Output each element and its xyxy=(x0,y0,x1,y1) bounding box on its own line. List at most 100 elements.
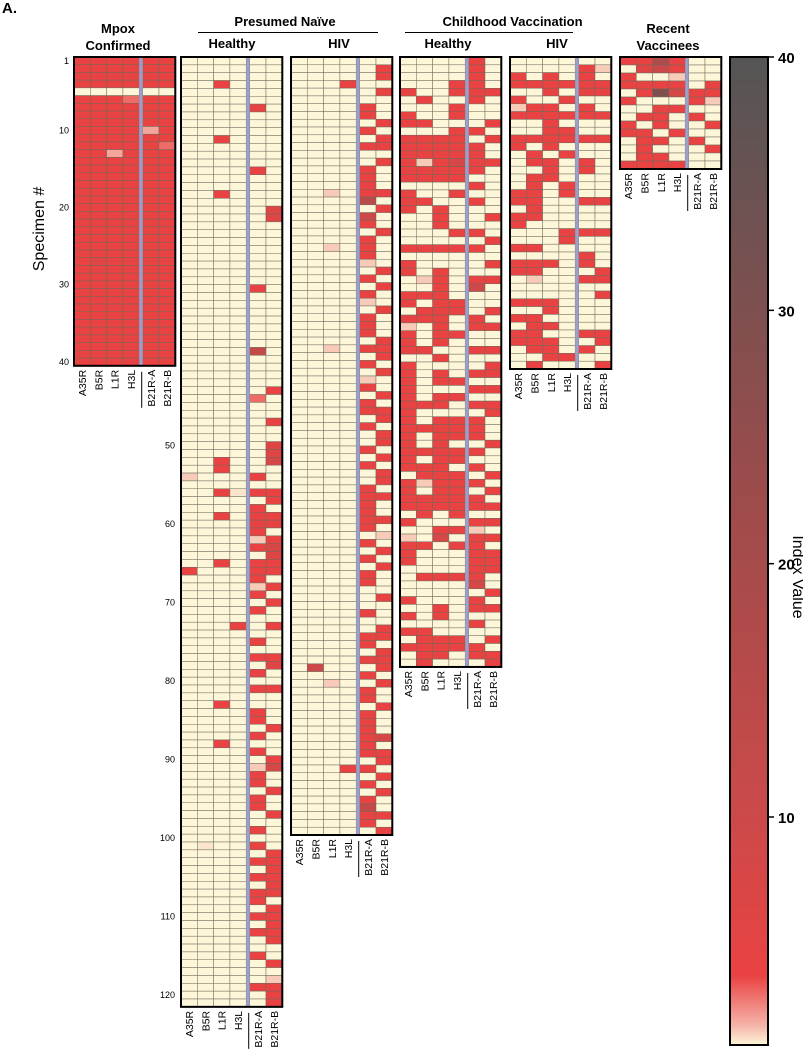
heatmap-cell xyxy=(594,251,612,261)
heatmap-cell xyxy=(142,334,160,343)
heatmap-cell xyxy=(265,64,283,73)
heatmap-cell xyxy=(578,290,596,300)
heatmap-cell xyxy=(307,64,324,73)
heatmap-cell xyxy=(180,943,198,953)
column-separator xyxy=(685,57,689,169)
heatmap-cell xyxy=(432,604,450,613)
heatmap-cell xyxy=(197,983,214,992)
heatmap-cell xyxy=(558,243,576,253)
heatmap-cell xyxy=(339,601,357,610)
heatmap-cell xyxy=(290,336,308,346)
x-tick-label: H3L xyxy=(672,173,684,192)
heatmap-cell xyxy=(290,142,308,151)
heatmap-cell xyxy=(142,157,160,166)
heatmap-cell xyxy=(249,386,267,395)
heatmap-cell xyxy=(90,218,107,228)
heatmap-cell xyxy=(307,663,324,672)
heatmap-cell xyxy=(106,249,124,258)
heatmap-cell xyxy=(122,249,140,258)
heatmap-cell xyxy=(213,464,231,474)
heatmap-cell xyxy=(122,149,140,158)
heatmap-cell xyxy=(688,72,706,82)
heatmap-cell xyxy=(375,648,393,657)
heatmap-cell xyxy=(249,535,267,544)
heatmap-cell xyxy=(688,112,706,122)
heatmap-cell xyxy=(290,72,308,81)
heatmap-cell xyxy=(290,375,308,385)
heatmap-cell xyxy=(375,562,393,571)
heatmap-cell xyxy=(484,95,502,105)
heatmap-cell xyxy=(359,562,377,571)
heatmap-cell xyxy=(197,920,214,929)
x-tick-label: B21R-B xyxy=(488,671,500,708)
heatmap-cell xyxy=(180,763,198,772)
heatmap-cell xyxy=(484,306,502,316)
heatmap-cell xyxy=(197,912,214,921)
heatmap-cell xyxy=(526,204,543,214)
heatmap-cell xyxy=(229,990,247,1000)
heatmap-cell xyxy=(265,378,283,387)
heatmap-cell xyxy=(122,211,140,220)
heatmap-cell xyxy=(416,439,433,449)
heatmap-cell xyxy=(229,661,247,670)
heatmap-cell xyxy=(484,197,502,206)
heatmap-cell xyxy=(468,424,486,433)
heatmap-cell xyxy=(197,80,214,89)
heatmap-cell xyxy=(197,480,214,489)
heatmap-cell xyxy=(468,611,486,621)
x-tick-label: A35R xyxy=(403,671,415,698)
heatmap-cell xyxy=(229,457,247,466)
heatmap-cell xyxy=(265,300,283,309)
heatmap-cell xyxy=(122,326,140,336)
heatmap-cell xyxy=(229,684,247,694)
heatmap-cell xyxy=(509,259,527,268)
heatmap-cell xyxy=(339,469,357,478)
heatmap-cell xyxy=(359,585,377,595)
heatmap-cell xyxy=(265,307,283,317)
heatmap-cell xyxy=(265,865,283,874)
heatmap-cell xyxy=(249,574,267,584)
heatmap-cell xyxy=(180,747,198,756)
heatmap-cell xyxy=(213,975,231,984)
heatmap-cell xyxy=(542,134,560,144)
heatmap-cell xyxy=(399,127,417,136)
heatmap-cell xyxy=(158,249,176,258)
heatmap-cell xyxy=(484,228,502,238)
heatmap-cell xyxy=(323,235,341,244)
heatmap-cell xyxy=(375,609,393,618)
heatmap-cell xyxy=(73,172,91,181)
heatmap-cell xyxy=(484,299,502,308)
heatmap-cell xyxy=(265,182,283,191)
heatmap-cell xyxy=(448,197,466,206)
heatmap-cell xyxy=(158,357,176,367)
heatmap-cell xyxy=(448,479,466,488)
heatmap-cell xyxy=(265,669,283,678)
heatmap-cell xyxy=(213,833,231,843)
heatmap-cell xyxy=(578,80,596,89)
heatmap-cell xyxy=(307,360,324,369)
heatmap-cell xyxy=(180,661,198,670)
heatmap-cell xyxy=(290,484,308,493)
heatmap-cell xyxy=(197,904,214,913)
heatmap-cell xyxy=(448,377,466,386)
heatmap-cell xyxy=(180,935,198,945)
heatmap-cell xyxy=(307,679,324,688)
heatmap-cell xyxy=(416,471,433,480)
heatmap-cell xyxy=(432,565,450,574)
heatmap-cell xyxy=(158,280,176,289)
heatmap-cell xyxy=(249,802,267,811)
heatmap-cell xyxy=(399,322,417,331)
heatmap-cell xyxy=(432,72,450,81)
heatmap-cell xyxy=(416,275,433,285)
heatmap-cell xyxy=(484,447,502,457)
heatmap-cell xyxy=(619,64,637,74)
heatmap-cell xyxy=(290,609,308,618)
heatmap-cell xyxy=(652,120,670,130)
heatmap-cell xyxy=(375,725,393,735)
heatmap-cell xyxy=(265,645,283,654)
heatmap-cell xyxy=(339,56,357,66)
heatmap-cell xyxy=(265,488,283,497)
heatmap-cell xyxy=(323,554,341,563)
heatmap-cell xyxy=(229,512,247,521)
heatmap-cell xyxy=(73,110,91,120)
